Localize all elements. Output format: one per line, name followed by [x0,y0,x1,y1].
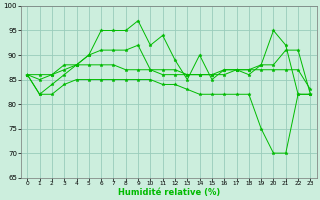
X-axis label: Humidité relative (%): Humidité relative (%) [118,188,220,197]
